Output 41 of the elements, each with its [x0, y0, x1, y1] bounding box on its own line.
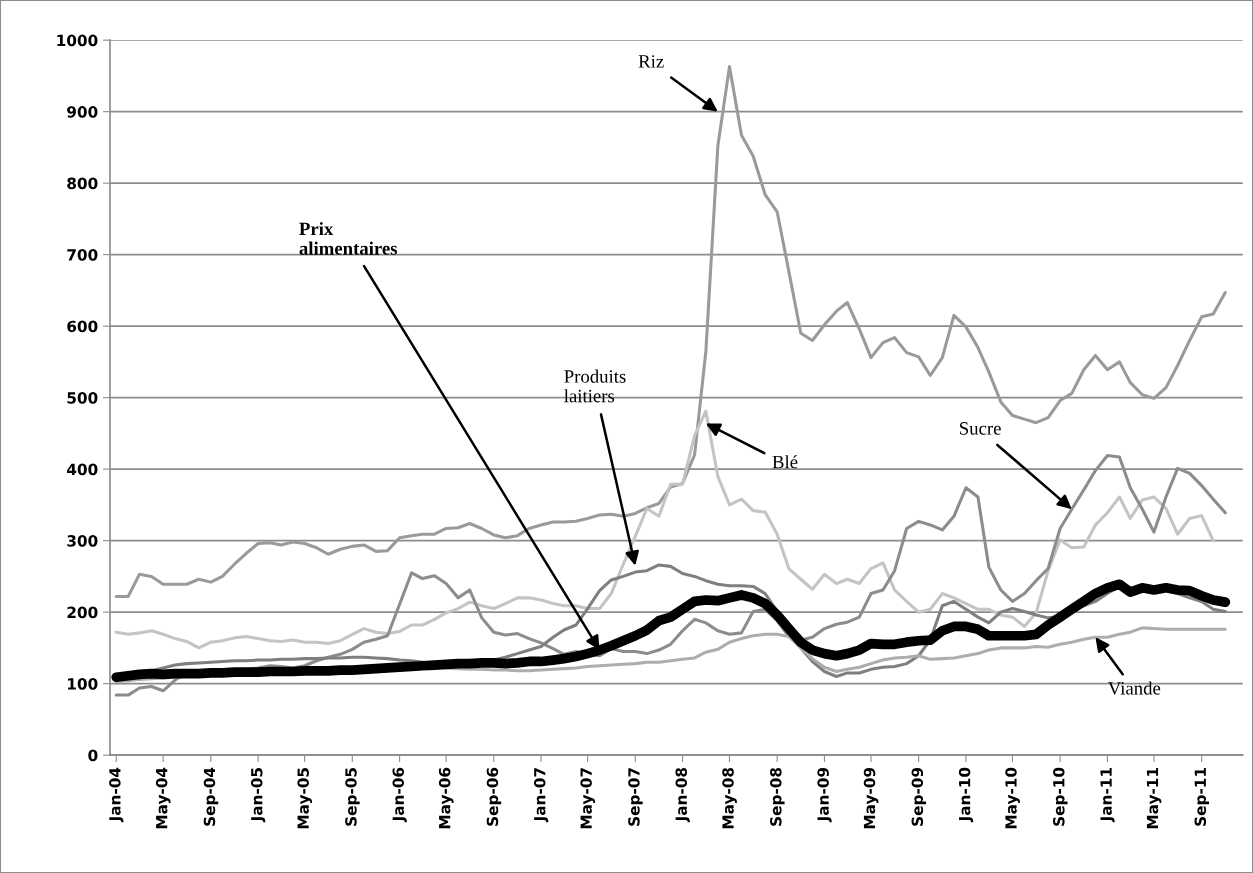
x-tick-label: May-06 — [438, 767, 454, 829]
x-tick-label: May-08 — [722, 767, 737, 829]
annotation: Produits laitiers — [564, 369, 626, 403]
x-tick-label: May-05 — [297, 768, 313, 829]
x-tick-label: Sep-08 — [770, 767, 785, 826]
x-tick-label: Jan-07 — [533, 768, 549, 823]
y-tick-label: 900 — [67, 106, 98, 118]
y-tick-label: 800 — [67, 177, 98, 190]
x-tick-label: Jan-09 — [817, 767, 832, 823]
annotation: Riz — [638, 55, 664, 68]
x-tick-label: Sep-09 — [911, 767, 927, 826]
x-tick-label: Jan-10 — [958, 767, 974, 823]
x-tick-label: Sep-06 — [486, 767, 502, 826]
x-tick-label: Jan-06 — [392, 767, 407, 823]
y-tick-label: 600 — [67, 320, 98, 333]
x-tick-label: May-04 — [155, 767, 171, 829]
x-tick-label: Sep-11 — [1194, 768, 1210, 826]
x-tick-label: Jan-04 — [109, 767, 124, 823]
x-tick-label: Sep-07 — [628, 768, 643, 826]
x-tick-label: May-11 — [1146, 768, 1162, 829]
x-tick-label: May-10 — [1005, 767, 1020, 829]
x-tick-label: May-07 — [580, 768, 595, 829]
x-tick-label: Sep-05 — [345, 768, 360, 826]
x-tick-label: Jan-05 — [250, 768, 266, 823]
y-tick-label: 1000 — [57, 34, 98, 47]
y-tick-label: 400 — [67, 463, 98, 476]
y-tick-label: 100 — [68, 678, 98, 690]
x-tick-label: Jan-08 — [675, 767, 690, 823]
y-tick-label: 500 — [67, 392, 98, 404]
y-tick-label: 0 — [88, 749, 98, 762]
x-tick-label: Jan-11 — [1100, 768, 1115, 823]
x-tick-label: May-09 — [863, 767, 879, 829]
x-tick-label: Sep-04 — [203, 767, 219, 826]
x-tick-label: Sep-10 — [1053, 767, 1068, 826]
y-tick-label: 200 — [67, 606, 98, 619]
y-tick-label: 700 — [67, 249, 98, 261]
annotation: Viande — [1108, 681, 1161, 695]
annotation: Prix alimentaires — [299, 222, 398, 255]
y-tick-label: 300 — [67, 535, 98, 547]
annotation: Sucre — [960, 422, 1001, 435]
annotation: Blé — [772, 455, 798, 469]
